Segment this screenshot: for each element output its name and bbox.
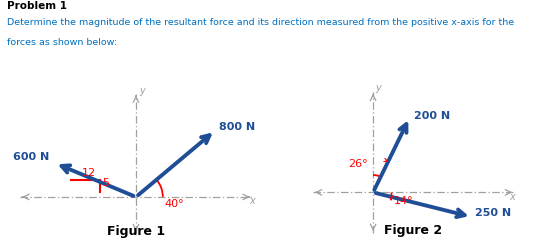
Text: 14°: 14° [394, 196, 413, 206]
Text: Figure 2: Figure 2 [385, 224, 442, 237]
Text: Figure 1: Figure 1 [107, 225, 165, 238]
Text: y: y [139, 86, 145, 96]
Text: 5: 5 [102, 178, 109, 188]
Text: 800 N: 800 N [219, 122, 255, 132]
Text: 600 N: 600 N [13, 152, 49, 162]
Text: 250 N: 250 N [475, 208, 511, 218]
Text: x: x [250, 196, 255, 206]
Text: y: y [375, 83, 381, 93]
Text: Determine the magnitude of the resultant force and its direction measured from t: Determine the magnitude of the resultant… [7, 18, 514, 28]
Text: Problem 1: Problem 1 [7, 1, 67, 11]
Text: 200 N: 200 N [414, 111, 450, 121]
Text: x: x [509, 192, 515, 202]
Text: 26°: 26° [348, 159, 367, 169]
Text: 40°: 40° [165, 199, 184, 209]
Text: forces as shown below:: forces as shown below: [7, 38, 117, 47]
Text: 12: 12 [82, 168, 95, 178]
